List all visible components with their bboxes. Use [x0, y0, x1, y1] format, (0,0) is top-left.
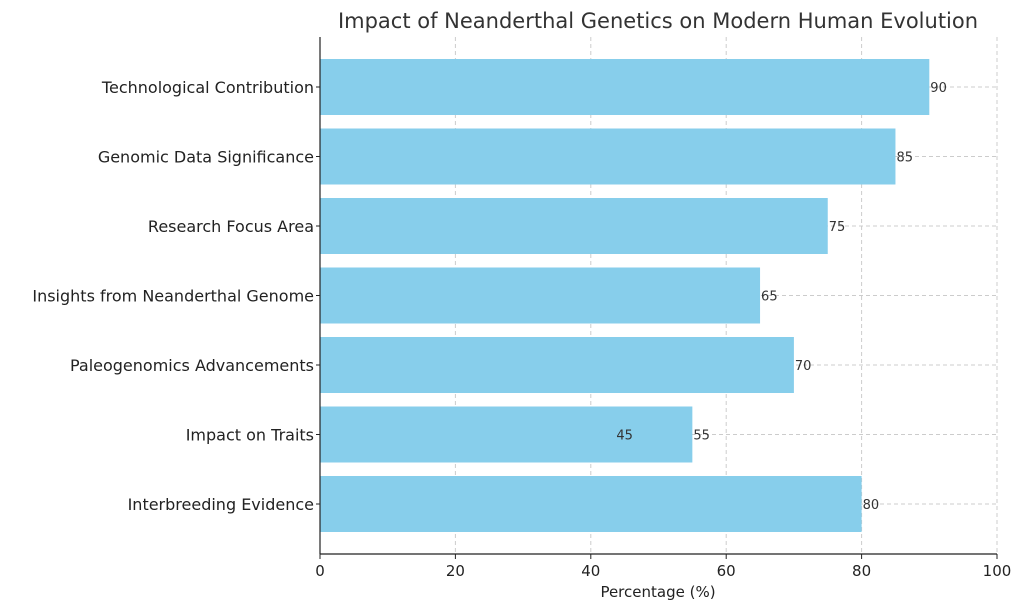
bar-value-label: 90	[930, 81, 947, 96]
annotation-label: 45	[616, 429, 633, 444]
x-tick-label: 20	[446, 562, 465, 580]
bars	[320, 59, 930, 532]
x-axis-label: Percentage (%)	[600, 583, 715, 601]
bar-value-label: 75	[829, 220, 846, 235]
x-ticks: 0 20 40 60 80 100	[315, 86, 1012, 580]
bar-value-label: 65	[761, 290, 778, 305]
category-label: Research Focus Area	[148, 217, 314, 236]
x-tick-label: 80	[852, 562, 871, 580]
x-tick-label: 100	[983, 562, 1012, 580]
bar-value-label: 80	[863, 498, 880, 513]
bar	[320, 476, 862, 532]
y-category-labels: Technological Contribution Genomic Data S…	[32, 78, 314, 514]
category-label: Impact on Traits	[186, 426, 314, 445]
value-labels: 90 85 75 65 70 55 80 45	[616, 81, 946, 513]
x-tick-label: 0	[315, 562, 325, 580]
category-label: Technological Contribution	[101, 78, 314, 97]
bar-value-label: 55	[693, 429, 710, 444]
bar-value-label: 85	[896, 151, 913, 166]
category-label: Paleogenomics Advancements	[70, 356, 314, 375]
bar	[320, 198, 828, 254]
x-tick-label: 40	[581, 562, 600, 580]
bar	[320, 128, 896, 185]
category-label: Genomic Data Significance	[98, 148, 314, 167]
bar	[320, 406, 693, 463]
category-label: Insights from Neanderthal Genome	[32, 287, 314, 306]
bar-value-label: 70	[795, 359, 812, 374]
bar	[320, 337, 794, 393]
bar	[320, 267, 761, 324]
category-label: Interbreeding Evidence	[128, 495, 314, 514]
bar	[320, 59, 930, 115]
chart-title: Impact of Neanderthal Genetics on Modern…	[338, 9, 978, 33]
x-tick-label: 60	[717, 562, 736, 580]
